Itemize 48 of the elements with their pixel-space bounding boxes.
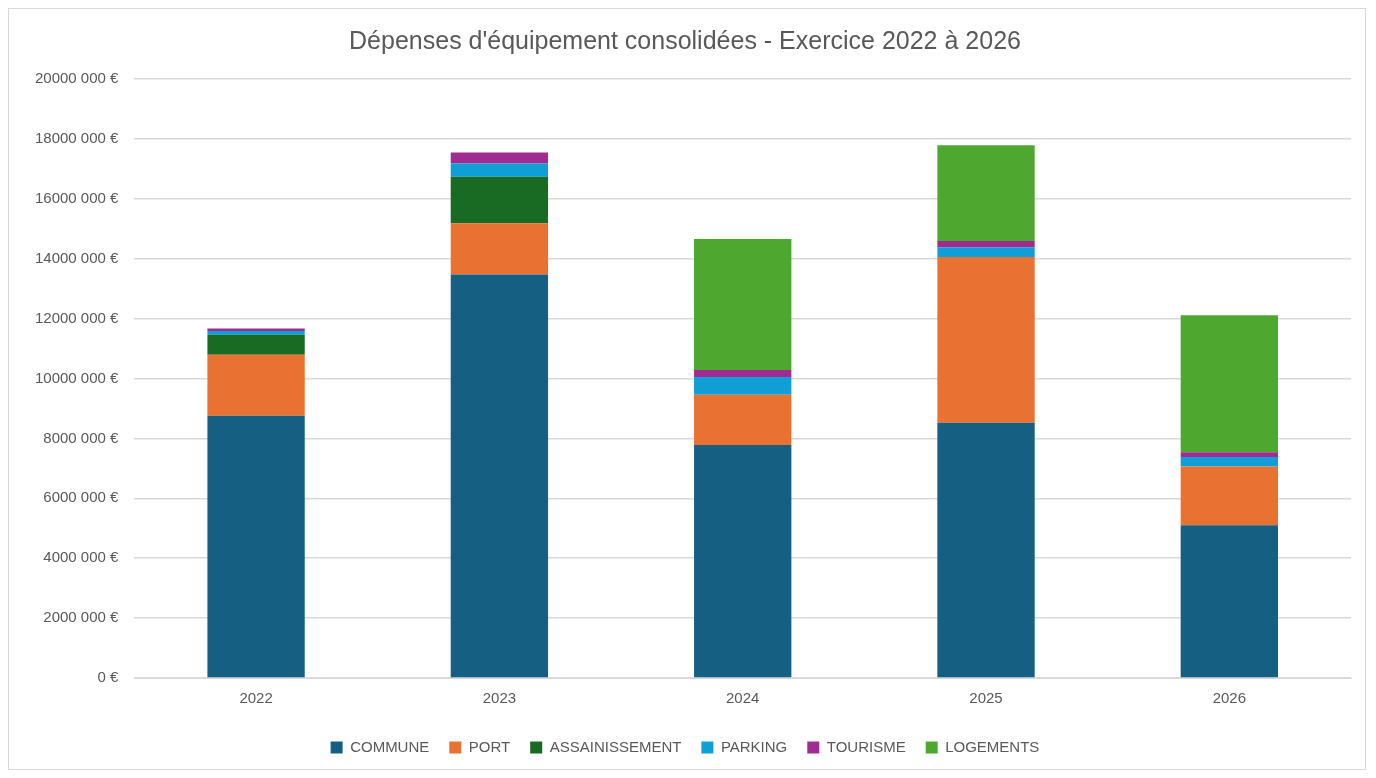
bar [450,223,549,275]
x-tick-label: 2024 [726,689,760,707]
bar [450,176,549,224]
y-tick-label: 6000 000 € [43,488,120,506]
legend-label: ASSAINISSEMENT [549,737,682,755]
y-tick-label: 2000 000 € [43,608,120,626]
y-tick-label: 18000 000 € [34,129,120,147]
bar [207,415,305,678]
y-tick-label: 0 € [97,668,120,686]
bar [1180,315,1279,453]
legend-label: COMMUNE [350,737,430,755]
bar [1180,456,1279,467]
x-tick-label: 2025 [969,689,1003,707]
legend-label: PORT [468,737,511,755]
x-tick-label: 2026 [1212,689,1247,707]
bar [1180,466,1279,526]
y-tick-label: 10000 000 € [34,368,120,386]
y-tick-label: 12000 000 € [34,308,120,326]
chart-title: Dépenses d'équipement consolidées - Exercice 2022 à 2026 [349,25,1021,54]
bar [207,330,305,335]
bar [937,422,1035,678]
bar [694,370,792,377]
bar [937,145,1035,242]
bar [694,238,792,371]
bar [937,247,1035,257]
bar [1180,452,1279,457]
legend-label: LOGEMENTS [945,737,1040,755]
bar [1180,525,1279,678]
y-tick-label: 20000 000 € [34,69,120,87]
legend-label: PARKING [720,737,788,755]
bar [450,274,549,678]
bar [694,394,792,445]
bar [207,328,305,331]
y-tick-label: 14000 000 € [34,248,120,266]
bar [450,152,549,164]
bar [937,256,1035,423]
bar [450,163,549,177]
bar [694,377,792,395]
bar [694,444,792,678]
bar [937,241,1035,248]
x-tick-label: 2023 [482,689,517,707]
legend-label: TOURISME [826,737,906,755]
bar [207,354,305,416]
bar [207,334,305,355]
y-tick-label: 4000 000 € [43,548,120,566]
y-tick-label: 8000 000 € [43,428,120,446]
y-tick-label: 16000 000 € [34,188,120,206]
x-tick-label: 2022 [239,689,273,707]
